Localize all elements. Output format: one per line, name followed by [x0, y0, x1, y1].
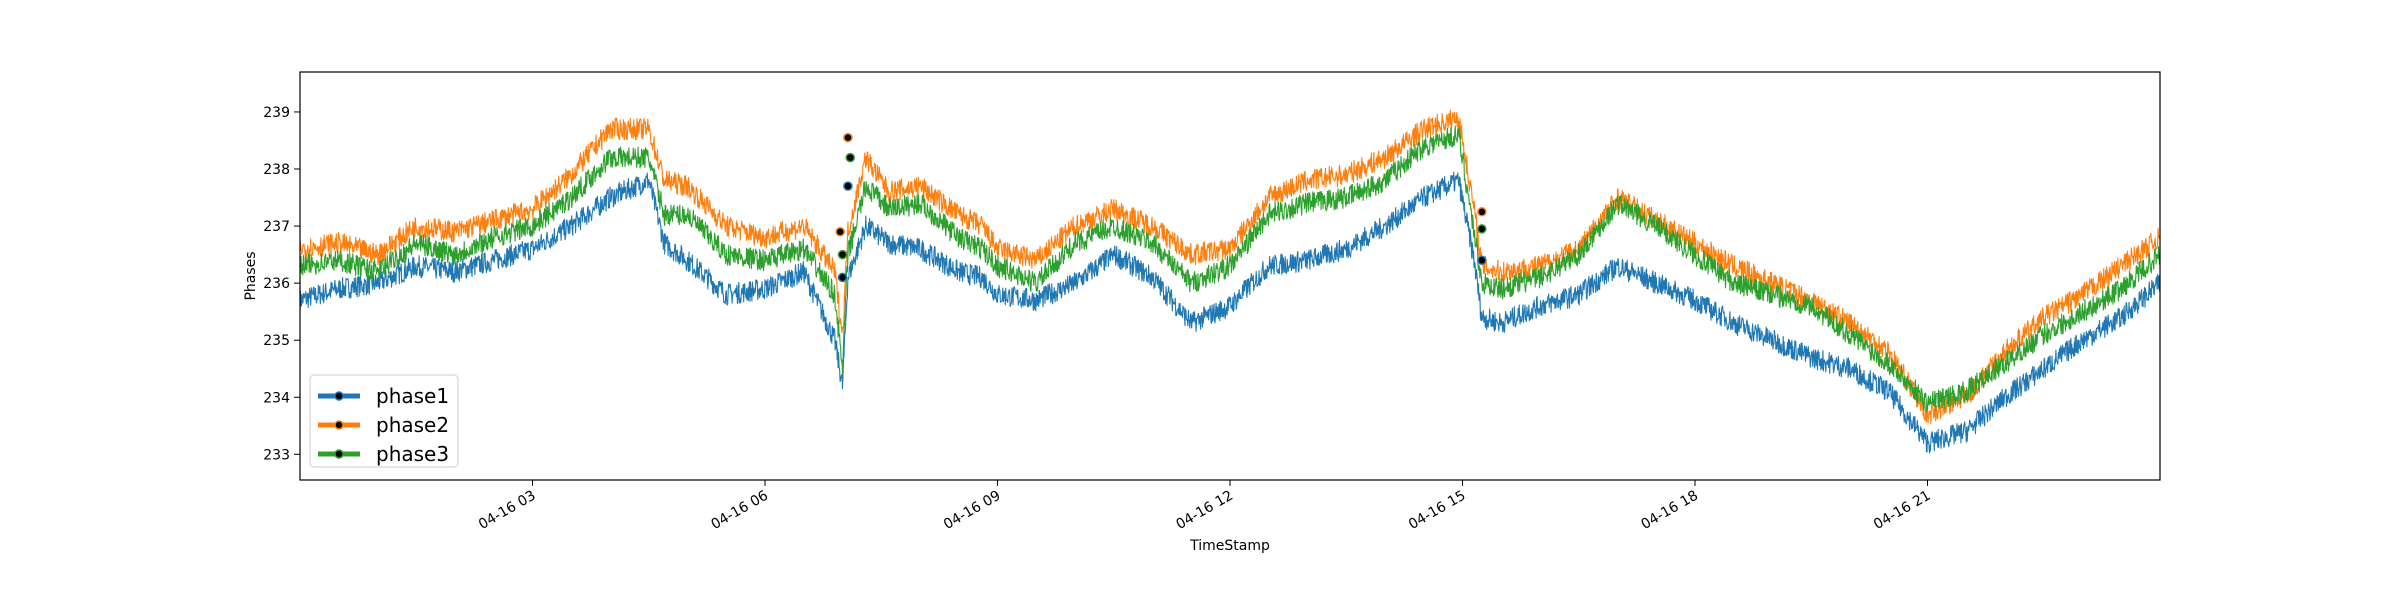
y-tick-label: 235	[263, 333, 290, 349]
marker-point-phase2-1	[835, 227, 845, 237]
marker-point-phase2-3	[1477, 207, 1487, 217]
legend-label: phase2	[376, 413, 449, 437]
y-tick-label: 239	[263, 105, 290, 121]
legend-label: phase1	[376, 384, 449, 408]
marker-point-phase3-2	[845, 152, 855, 163]
legend-items: phase1 phase2 phase3	[318, 384, 449, 466]
legend-label: phase3	[376, 442, 449, 466]
marker-point-phase1-1	[837, 272, 848, 283]
legend-item-phase2: phase2	[318, 413, 449, 437]
legend-item-phase3: phase3	[318, 442, 449, 466]
y-tick-label: 233	[263, 447, 290, 463]
marker-point-phase1-2	[843, 181, 853, 191]
legend-marker	[334, 449, 344, 459]
y-tick-label: 238	[263, 162, 290, 178]
legend-marker	[334, 420, 344, 430]
series-line-phase1	[300, 171, 2160, 454]
marker-point-phase2-2	[843, 132, 853, 143]
series-line-phase3	[300, 125, 2160, 413]
legend-marker	[334, 391, 344, 401]
y-tick-label: 236	[263, 276, 290, 292]
marker-point-phase3-1	[837, 249, 848, 260]
plot-layer	[300, 109, 2160, 454]
y-tick-label: 237	[263, 219, 290, 235]
y-axis-label: Phases	[243, 251, 259, 300]
x-axis-label: TimeStamp	[1189, 538, 1270, 554]
marker-point-phase1-3	[1477, 255, 1487, 266]
y-tick-label: 234	[263, 390, 290, 406]
legend: phase1 phase2 phase3	[309, 374, 459, 468]
marker-point-phase3-3	[1477, 224, 1487, 234]
legend-item-phase1: phase1	[318, 384, 449, 408]
